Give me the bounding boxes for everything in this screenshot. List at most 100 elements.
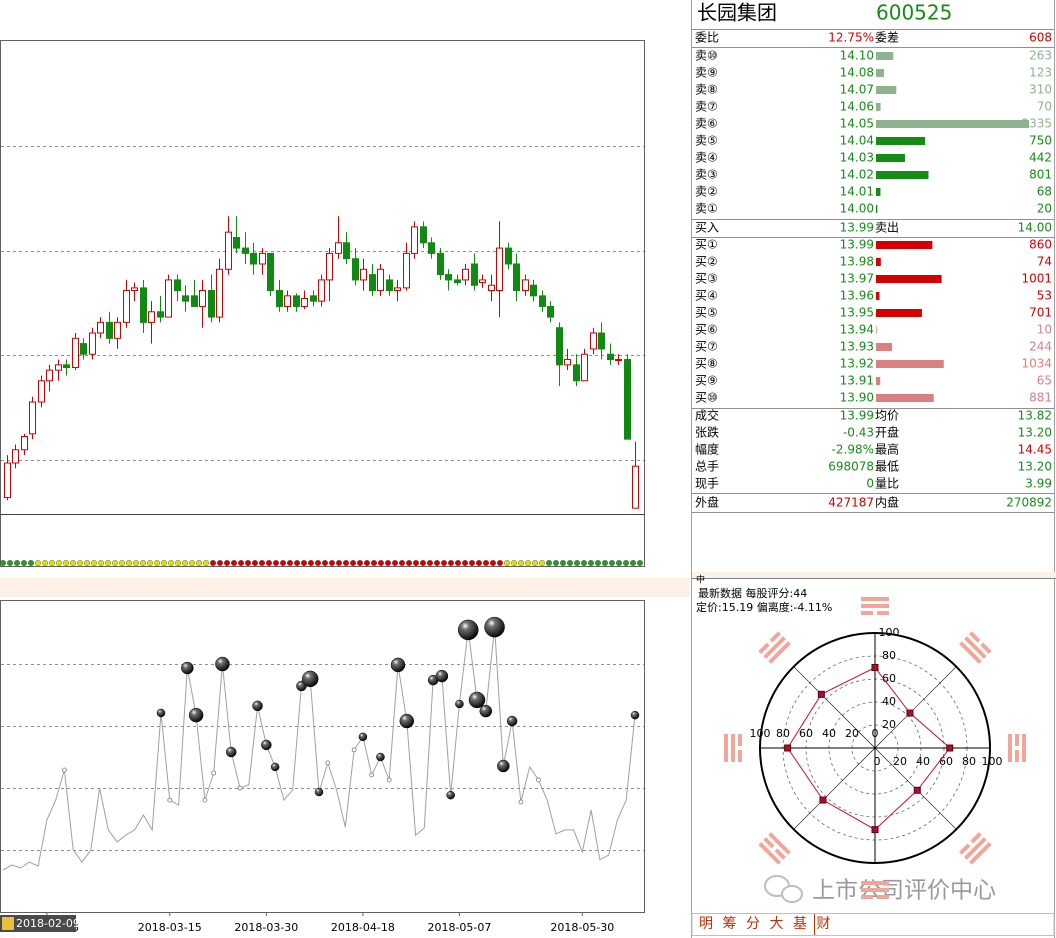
trigram bbox=[959, 832, 992, 865]
status-dot bbox=[504, 560, 511, 567]
candle-body bbox=[293, 295, 300, 307]
tab[interactable]: 筹 bbox=[723, 915, 737, 932]
radar-point bbox=[784, 744, 792, 752]
quote-label: 最高 bbox=[875, 442, 899, 457]
tab[interactable]: 明 bbox=[699, 916, 713, 932]
trigram-bar bbox=[774, 848, 786, 860]
quote-value: 698078 bbox=[828, 460, 874, 474]
tab[interactable]: 分 bbox=[746, 916, 760, 932]
status-dot bbox=[21, 560, 28, 567]
level-label: 卖③ bbox=[695, 168, 718, 182]
volume-bar bbox=[876, 171, 929, 179]
status-dot bbox=[42, 560, 49, 567]
trigram-bar bbox=[959, 641, 982, 664]
trigram bbox=[861, 597, 889, 615]
candle-body bbox=[216, 268, 223, 318]
level-price: 14.10 bbox=[840, 49, 874, 63]
volume-bar bbox=[876, 154, 905, 162]
status-dot bbox=[322, 560, 329, 567]
volume-bar bbox=[876, 188, 881, 196]
candle-body bbox=[250, 252, 257, 265]
status-dot bbox=[244, 560, 251, 567]
candle-body bbox=[284, 295, 291, 307]
bubble bbox=[497, 759, 510, 773]
radar-point bbox=[871, 664, 879, 671]
quote-label: 成交 bbox=[695, 408, 719, 423]
level-volume: 442 bbox=[1029, 151, 1052, 165]
radar-tick-label: 60 bbox=[939, 755, 953, 768]
volume-bar bbox=[876, 205, 878, 213]
level-price: 14.00 bbox=[840, 202, 874, 216]
candle-body bbox=[428, 242, 435, 254]
level-volume: 701 bbox=[1029, 306, 1052, 320]
candle-body bbox=[233, 236, 240, 249]
status-dot bbox=[251, 560, 258, 567]
status-dot bbox=[441, 560, 448, 567]
candle-body bbox=[182, 295, 189, 302]
status-dot bbox=[146, 560, 153, 567]
status-dot bbox=[209, 560, 216, 567]
price-frame bbox=[0, 40, 645, 567]
volume-bar bbox=[876, 377, 881, 385]
status-dot bbox=[329, 560, 336, 567]
candle-body bbox=[522, 279, 529, 292]
status-dot bbox=[308, 560, 315, 567]
level-price: 13.96 bbox=[840, 289, 874, 303]
trigram-bar bbox=[738, 734, 742, 746]
tab[interactable]: 基 bbox=[793, 915, 807, 932]
level-label: 卖⑨ bbox=[695, 66, 718, 80]
bubble bbox=[386, 777, 392, 783]
candle-body bbox=[352, 258, 359, 281]
status-dot bbox=[371, 560, 378, 567]
candle-body bbox=[114, 321, 121, 339]
status-dot bbox=[35, 560, 42, 567]
stock-code: 600525 bbox=[876, 1, 952, 25]
candle-body bbox=[581, 353, 588, 382]
trigram-bar bbox=[1008, 734, 1012, 762]
status-dot bbox=[483, 560, 490, 567]
bubble bbox=[156, 708, 166, 718]
quote-value: 13.82 bbox=[1018, 409, 1052, 423]
quote-label: 量比 bbox=[875, 477, 899, 491]
status-dot bbox=[448, 560, 455, 567]
cursor-date-cover bbox=[0, 915, 76, 932]
status-dot bbox=[181, 560, 188, 567]
level-volume: 68 bbox=[1037, 185, 1052, 199]
status-dot bbox=[406, 560, 413, 567]
status-dot bbox=[588, 560, 595, 567]
bubble bbox=[435, 669, 449, 683]
level-price: 13.94 bbox=[840, 323, 874, 337]
level-price: 14.06 bbox=[840, 100, 874, 114]
tab[interactable]: 财 bbox=[817, 916, 831, 932]
bubble bbox=[215, 656, 230, 672]
bubble bbox=[479, 704, 493, 718]
level-label: 卖⑥ bbox=[695, 117, 718, 131]
status-dot bbox=[497, 560, 504, 567]
tab[interactable]: 大 bbox=[770, 916, 784, 932]
corner-mark: 中 bbox=[696, 574, 705, 586]
volume-bar bbox=[876, 360, 944, 368]
trigram-bar bbox=[758, 842, 781, 865]
radar-tick-label: 100 bbox=[879, 626, 900, 639]
trigram-bar bbox=[763, 636, 786, 659]
status-dot bbox=[132, 560, 139, 567]
candle-body bbox=[488, 284, 495, 292]
bubble bbox=[188, 707, 204, 723]
status-dot bbox=[6, 560, 13, 567]
level-label: 卖② bbox=[695, 185, 718, 199]
level-label: 买⑧ bbox=[695, 357, 718, 371]
status-dot bbox=[118, 560, 125, 567]
quote-value: 13.99 bbox=[840, 409, 874, 423]
quote-label: 外盘 bbox=[695, 495, 719, 510]
status-dot bbox=[56, 560, 63, 567]
volume-bar bbox=[876, 103, 881, 111]
status-dot bbox=[301, 560, 308, 567]
level-volume: 10 bbox=[1037, 323, 1052, 337]
status-dot bbox=[511, 560, 518, 567]
status-dot bbox=[125, 560, 132, 567]
level-label: 买⑦ bbox=[695, 340, 718, 354]
trigram-bar bbox=[969, 631, 981, 643]
tab-bar bbox=[691, 913, 1055, 936]
radar-spoke bbox=[793, 666, 876, 749]
status-dot bbox=[266, 560, 273, 567]
